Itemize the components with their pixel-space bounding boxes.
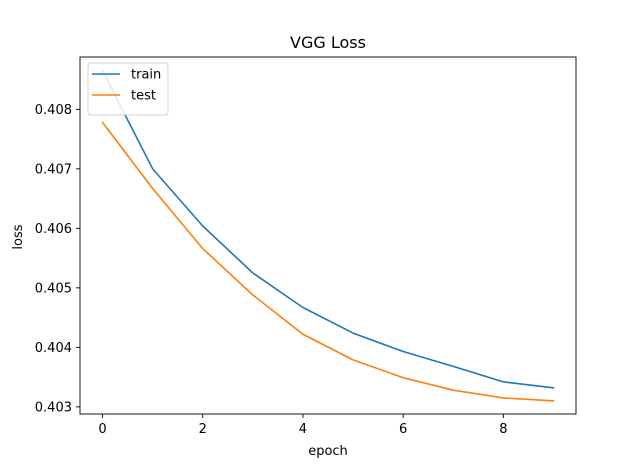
chart-title: VGG Loss bbox=[290, 33, 366, 52]
y-tick-label: 0.407 bbox=[35, 162, 72, 177]
x-tick-label: 6 bbox=[399, 422, 407, 437]
x-tick-label: 4 bbox=[299, 422, 307, 437]
y-axis-label: loss bbox=[11, 224, 26, 249]
x-tick-label: 8 bbox=[499, 422, 507, 437]
x-tick-label: 0 bbox=[98, 422, 106, 437]
plot-area: 0 2 4 6 8 0.403 0.404 0.405 0.406 0.407 0.408 bbox=[35, 56, 577, 437]
series-line-train bbox=[101, 69, 555, 389]
legend-label-test: test bbox=[131, 89, 156, 104]
y-tick-label: 0.403 bbox=[35, 400, 72, 415]
legend-box bbox=[87, 62, 169, 116]
x-axis-label: epoch bbox=[308, 444, 348, 459]
series-line-test bbox=[101, 121, 555, 402]
y-tick-label: 0.405 bbox=[35, 281, 72, 296]
y-tick-label: 0.408 bbox=[35, 103, 72, 118]
x-tick-label: 2 bbox=[199, 422, 207, 437]
axes-frame bbox=[79, 56, 577, 415]
legend-label-train: train bbox=[131, 68, 161, 83]
y-tick-label: 0.406 bbox=[35, 222, 72, 237]
y-tick-label: 0.404 bbox=[35, 341, 72, 356]
legend: train test bbox=[87, 62, 169, 116]
